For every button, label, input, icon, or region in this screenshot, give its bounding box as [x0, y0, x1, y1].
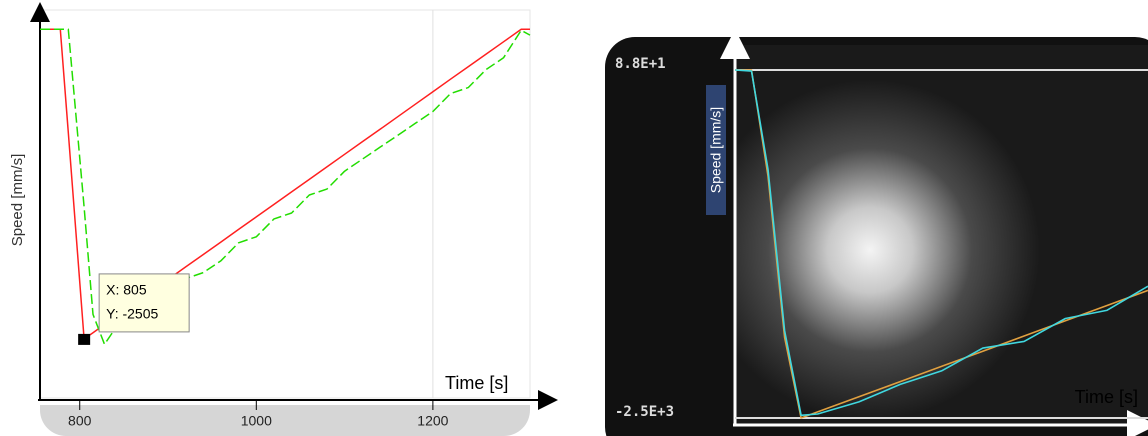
left-chart: Speed [mm/s] Time [s] 800 1000 1200 X: 805 Y…: [9, 2, 558, 436]
series-line: [734, 69, 1148, 417]
series-line: [40, 28, 531, 346]
plot: 800 1000 1200 X: 805 Y: -2505: [40, 10, 531, 429]
datatip-x: X: 805: [106, 282, 147, 298]
datatip-marker: [78, 333, 91, 345]
x-axis-label: Time [s]: [1075, 387, 1138, 407]
datatip-box: [98, 273, 190, 333]
right-chart: Speed [mm/s] Time [s] 8.8E+1 -2.5E+3: [605, 29, 1148, 436]
y-axis-label: Speed [mm/s]: [9, 154, 26, 247]
screen-glow: [735, 45, 1148, 425]
plot: 8.8E+1 -2.5E+3: [615, 56, 1148, 420]
y-axis-label: Speed [mm/s]: [708, 107, 724, 193]
label-highlight: [706, 85, 726, 215]
y-tick-label: 8.8E+1: [615, 56, 666, 72]
y-tick-label: -2.5E+3: [615, 404, 674, 420]
series-line: [40, 28, 530, 340]
x-axis-label: Time [s]: [445, 373, 508, 393]
x-tick-label: 1000: [241, 413, 272, 429]
axis-band: [40, 405, 530, 436]
x-tick-label: 1200: [417, 413, 448, 429]
x-tick-label: 800: [68, 413, 92, 429]
datatip-y: Y: -2505: [106, 306, 158, 322]
plot-frame: [39, 9, 531, 399]
